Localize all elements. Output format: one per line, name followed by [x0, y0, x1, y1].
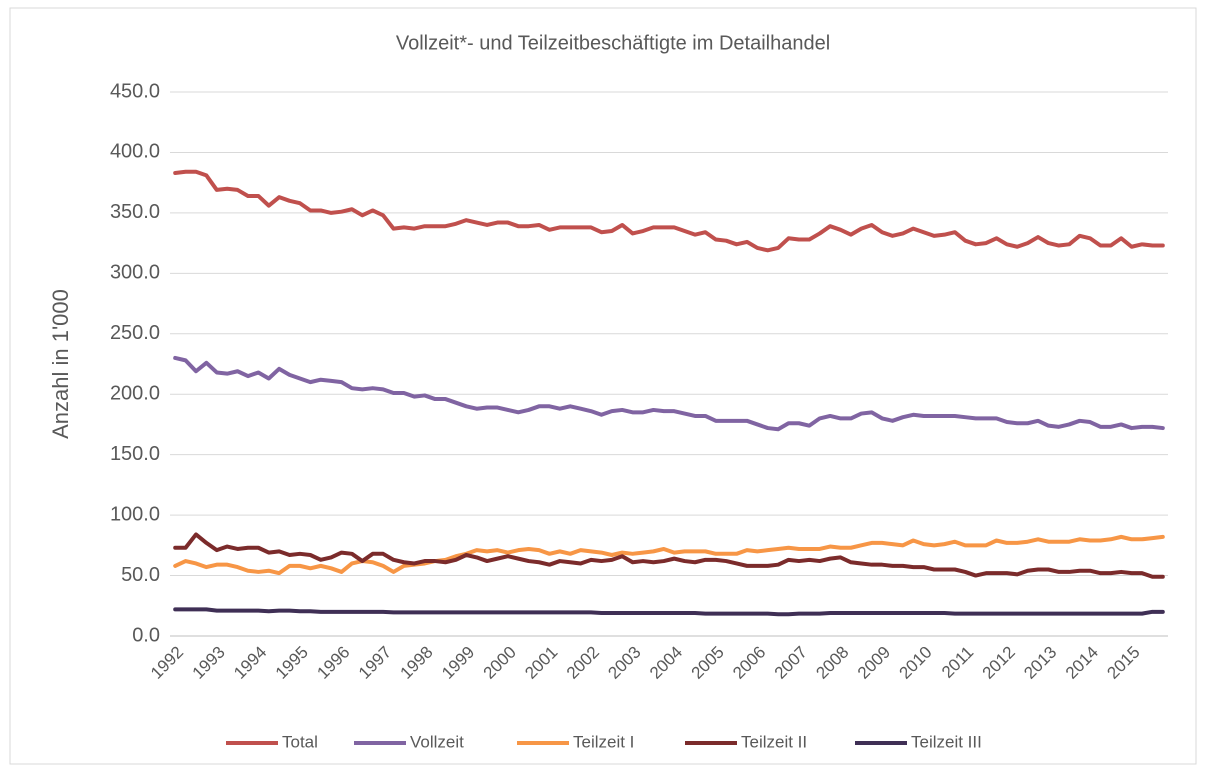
legend-label: Total	[282, 732, 318, 751]
y-tick-label: 300.0	[110, 262, 160, 284]
y-axis-label: Anzahl in 1'000	[48, 289, 73, 439]
legend-label: Teilzeit II	[741, 732, 807, 751]
legend-label: Teilzeit I	[573, 732, 634, 751]
y-tick-label: 100.0	[110, 503, 160, 525]
data-line	[173, 607, 1165, 617]
data-line	[173, 534, 1165, 576]
data-line	[173, 355, 1165, 432]
chart-border	[9, 7, 1197, 765]
legend-label: Vollzeit	[410, 732, 464, 751]
y-tick-label: 250.0	[110, 322, 160, 344]
y-tick-label: 0.0	[132, 624, 160, 646]
y-tick-label: 150.0	[110, 443, 160, 465]
legend-label: Teilzeit III	[911, 732, 982, 751]
y-tick-label: 50.0	[121, 564, 160, 586]
y-tick-label: 400.0	[110, 141, 160, 163]
data-line	[173, 169, 1165, 253]
data-line	[173, 532, 1165, 579]
chart-title: Vollzeit*- und Teilzeitbeschäftigte im D…	[396, 32, 830, 54]
y-tick-label: 450.0	[110, 80, 160, 102]
y-tick-label: 200.0	[110, 383, 160, 405]
y-tick-label: 350.0	[110, 201, 160, 223]
